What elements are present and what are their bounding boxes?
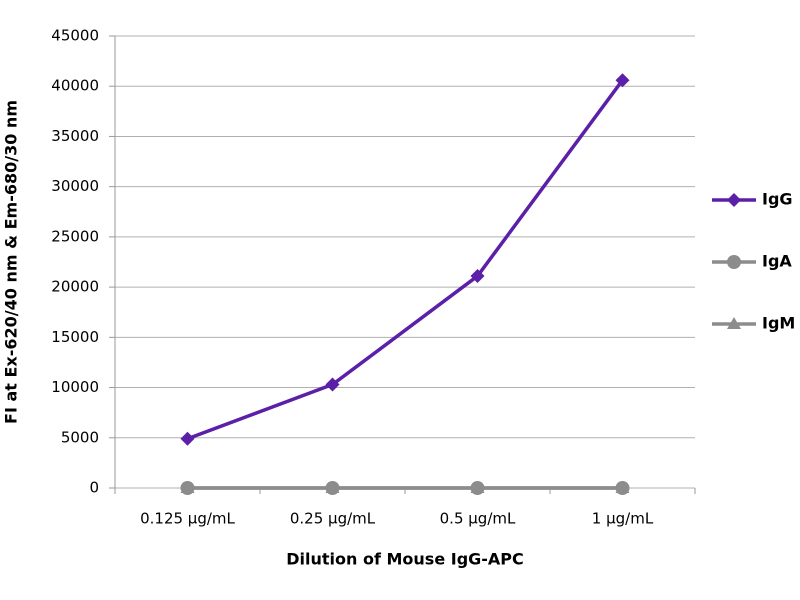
y-tick-label: 5000 bbox=[61, 428, 99, 446]
legend-label: IgM bbox=[762, 314, 795, 333]
series-line bbox=[186, 79, 624, 441]
legend-marker bbox=[727, 255, 741, 269]
x-tick-label: 0.125 µg/mL bbox=[140, 510, 235, 528]
marker bbox=[470, 481, 485, 495]
legend-label: IgG bbox=[762, 190, 793, 209]
x-axis-label: Dilution of Mouse IgG-APC bbox=[286, 550, 524, 569]
y-tick-label: 25000 bbox=[51, 227, 99, 245]
legend-label: IgA bbox=[762, 252, 792, 271]
y-tick-label: 20000 bbox=[51, 278, 99, 296]
legend-marker bbox=[727, 317, 741, 329]
y-tick-label: 0 bbox=[89, 479, 99, 497]
x-tick-label: 0.5 µg/mL bbox=[440, 510, 516, 528]
legend-marker bbox=[727, 193, 741, 207]
y-tick-label: 10000 bbox=[51, 378, 99, 396]
marker bbox=[615, 481, 630, 495]
y-tick-label: 45000 bbox=[51, 27, 99, 45]
marker bbox=[325, 481, 340, 495]
marker bbox=[180, 431, 195, 446]
y-axis-label: FI at Ex-620/40 nm & Em-680/30 nm bbox=[2, 100, 21, 424]
marker bbox=[615, 73, 630, 88]
y-tick-label: 35000 bbox=[51, 127, 99, 145]
y-tick-label: 40000 bbox=[51, 77, 99, 95]
marker bbox=[325, 377, 340, 392]
y-tick-label: 15000 bbox=[51, 328, 99, 346]
marker bbox=[180, 481, 195, 495]
y-tick-label: 30000 bbox=[51, 177, 99, 195]
marker bbox=[470, 269, 485, 284]
x-tick-label: 1 µg/mL bbox=[592, 510, 654, 528]
x-tick-label: 0.25 µg/mL bbox=[290, 510, 376, 528]
